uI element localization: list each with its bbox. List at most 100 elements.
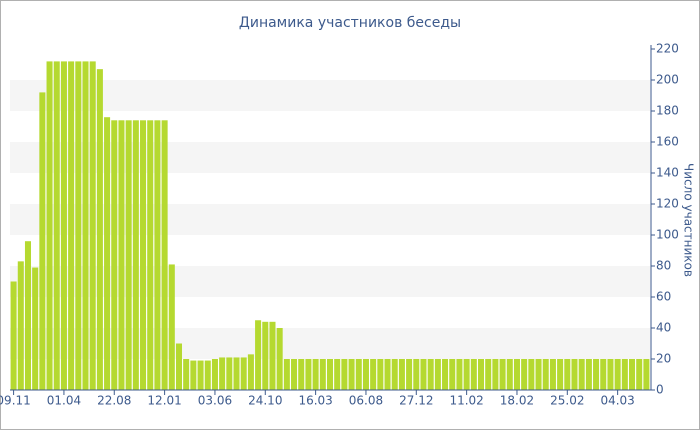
bar xyxy=(334,359,341,390)
bar xyxy=(585,359,592,390)
bar xyxy=(614,359,621,390)
bar xyxy=(528,359,535,390)
bar xyxy=(161,120,168,391)
y-tick-label: 80 xyxy=(656,259,671,273)
bar xyxy=(60,61,67,391)
bar xyxy=(607,359,614,390)
bar xyxy=(477,359,485,390)
bar xyxy=(240,357,247,390)
x-tick-label: 09.11 xyxy=(0,394,31,408)
y-tick-label: 160 xyxy=(656,135,679,149)
bar xyxy=(521,359,528,390)
bar xyxy=(32,267,39,390)
x-tick-label: 25.02 xyxy=(550,394,584,408)
bar xyxy=(111,120,118,391)
bar xyxy=(298,359,305,390)
bar xyxy=(168,264,175,390)
y-tick-label: 100 xyxy=(656,228,679,242)
bar xyxy=(24,241,31,390)
y-tick-label: 140 xyxy=(656,166,679,180)
bar xyxy=(391,359,398,390)
bar xyxy=(348,359,355,390)
bar xyxy=(283,359,290,390)
bar xyxy=(600,359,607,390)
y-tick-label: 220 xyxy=(656,42,679,56)
bar xyxy=(341,359,348,390)
bar xyxy=(456,359,463,390)
y-tick-label: 40 xyxy=(656,321,671,335)
bar xyxy=(132,120,139,391)
bar xyxy=(319,359,326,390)
bar xyxy=(247,354,254,390)
bar xyxy=(362,359,369,390)
bar xyxy=(89,61,96,391)
bar xyxy=(276,328,283,390)
bar xyxy=(125,120,132,391)
bar xyxy=(154,120,161,391)
bar xyxy=(420,359,427,390)
bar xyxy=(499,359,506,390)
bar xyxy=(636,359,643,390)
bar xyxy=(557,359,564,390)
bar xyxy=(183,359,190,390)
bar xyxy=(118,120,125,391)
bar xyxy=(370,359,377,390)
x-tick-label: 11.02 xyxy=(449,394,483,408)
x-tick-label: 18.02 xyxy=(500,394,534,408)
bar xyxy=(75,61,82,391)
bar xyxy=(140,120,147,391)
bar xyxy=(506,359,513,390)
bar xyxy=(204,360,211,390)
x-tick-label: 12.01 xyxy=(147,394,181,408)
bar xyxy=(377,359,384,390)
x-tick-label: 27.12 xyxy=(399,394,433,408)
bar xyxy=(442,359,449,390)
bar xyxy=(629,359,636,390)
bar xyxy=(255,320,262,390)
bar xyxy=(10,281,17,390)
bar xyxy=(305,359,312,390)
bar xyxy=(82,61,89,391)
x-tick-label: 06.08 xyxy=(349,394,383,408)
bar xyxy=(542,359,549,390)
bar xyxy=(564,359,571,390)
bar xyxy=(593,359,600,390)
bar xyxy=(233,357,240,390)
x-tick-label: 16.03 xyxy=(298,394,332,408)
y-tick-label: 200 xyxy=(656,73,679,87)
x-tick-label: 24.10 xyxy=(248,394,282,408)
y-tick-label: 20 xyxy=(656,352,671,366)
bar xyxy=(578,359,585,390)
bar xyxy=(17,261,24,390)
bar xyxy=(449,359,456,390)
bar xyxy=(197,360,204,390)
bar xyxy=(549,359,556,390)
x-tick-label: 04.03 xyxy=(600,394,634,408)
bar xyxy=(175,343,183,390)
bar xyxy=(621,359,628,390)
y-tick-label: 60 xyxy=(656,290,671,304)
x-tick-label: 03.06 xyxy=(198,394,232,408)
bar xyxy=(226,357,233,390)
bar xyxy=(398,359,405,390)
chart-title: Динамика участников беседы xyxy=(239,15,461,31)
bar xyxy=(219,357,226,390)
bar xyxy=(513,359,520,390)
bar xyxy=(269,321,276,390)
bar xyxy=(355,359,362,390)
bar xyxy=(485,359,492,390)
x-tick-label: 01.04 xyxy=(47,394,81,408)
bar xyxy=(571,359,578,390)
bar xyxy=(326,359,334,390)
bar xyxy=(190,360,197,390)
bar xyxy=(68,61,75,391)
bar xyxy=(312,359,319,390)
bar xyxy=(643,359,650,390)
x-tick-label: 22.08 xyxy=(97,394,131,408)
bar xyxy=(463,359,470,390)
grid-band xyxy=(10,80,650,111)
bar xyxy=(434,359,441,390)
bar xyxy=(427,359,434,390)
